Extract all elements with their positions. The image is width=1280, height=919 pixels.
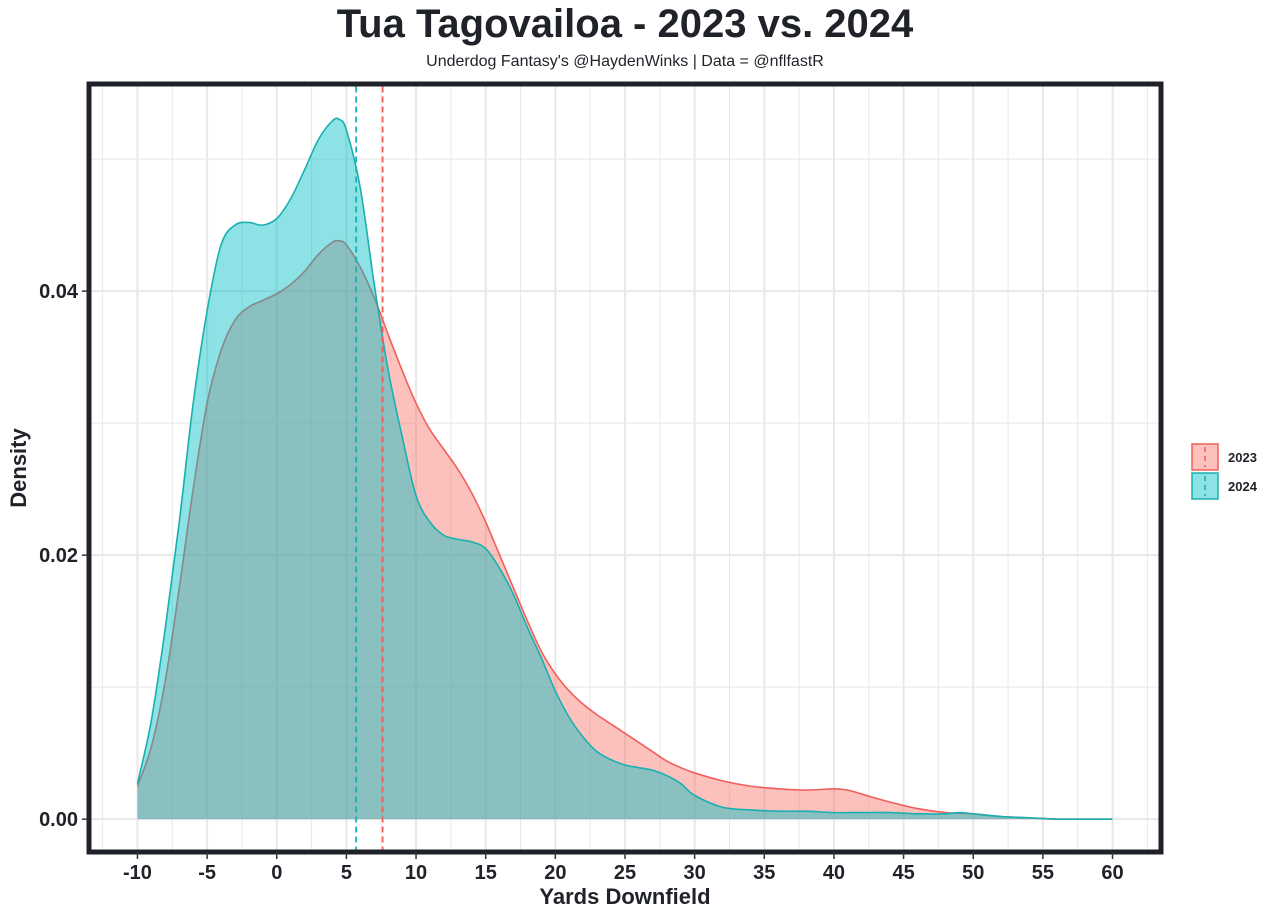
legend: 2023 2024 xyxy=(1191,443,1258,500)
legend-label-2024: 2024 xyxy=(1228,479,1258,494)
density-line-2023 xyxy=(136,239,1113,821)
x-tick-label: -10 xyxy=(123,862,152,884)
x-tick-label: 40 xyxy=(823,862,845,884)
x-tick-label: 20 xyxy=(544,862,566,884)
x-tick-label: 45 xyxy=(892,862,914,884)
legend-label-2023: 2023 xyxy=(1228,450,1257,465)
x-tick-label: 55 xyxy=(1032,862,1054,884)
chart-title: Tua Tagovailoa - 2023 vs. 2024 xyxy=(336,2,914,46)
chart-subtitle: Underdog Fantasy's @HaydenWinks | Data =… xyxy=(426,53,824,70)
density-area-2024 xyxy=(137,118,1113,820)
x-tick-label: 5 xyxy=(341,862,352,884)
x-tick-label: 35 xyxy=(753,862,775,884)
grid-lines xyxy=(91,86,1159,850)
x-axis: -10 -5 0 5 10 15 20 25 30 35 40 45 50 55 60 xyxy=(123,852,1124,884)
y-tick-label: 0.02 xyxy=(39,545,78,567)
density-line-2024 xyxy=(136,117,1113,821)
x-tick-label: 60 xyxy=(1101,862,1123,884)
x-tick-label: 50 xyxy=(962,862,984,884)
y-axis-title: Density xyxy=(6,428,31,508)
y-tick-label: 0.00 xyxy=(39,809,78,831)
x-tick-label: 10 xyxy=(405,862,427,884)
x-axis-title: Yards Downfield xyxy=(539,884,710,909)
y-axis: 0.00 0.02 0.04 xyxy=(39,281,89,831)
y-tick-label: 0.04 xyxy=(39,281,79,303)
density-areas xyxy=(136,117,1113,821)
x-tick-label: 30 xyxy=(684,862,706,884)
x-tick-label: 15 xyxy=(475,862,497,884)
density-area-2023 xyxy=(137,240,1113,820)
x-tick-label: 0 xyxy=(271,862,282,884)
mean-lines xyxy=(355,86,384,850)
x-tick-label: -5 xyxy=(198,862,216,884)
x-tick-label: 25 xyxy=(614,862,636,884)
